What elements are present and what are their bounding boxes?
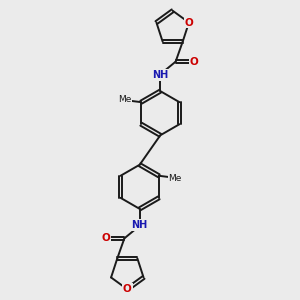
Text: Me: Me xyxy=(168,174,182,183)
Text: Me: Me xyxy=(118,95,132,104)
Text: O: O xyxy=(184,17,193,28)
Text: NH: NH xyxy=(152,70,168,80)
Text: O: O xyxy=(102,233,110,243)
Text: O: O xyxy=(123,284,132,294)
Text: NH: NH xyxy=(132,220,148,230)
Text: O: O xyxy=(190,57,198,67)
